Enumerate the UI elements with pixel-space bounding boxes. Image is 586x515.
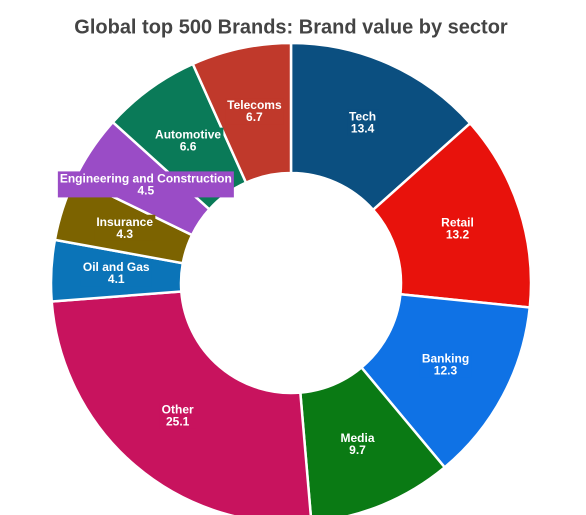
value-label: 25.1 [166,415,190,429]
category-label: Oil and Gas [83,260,150,274]
label-background [419,351,472,378]
label-background [347,109,379,136]
category-label: Banking [422,351,469,365]
category-label: Other [162,403,194,417]
label-background [439,215,476,242]
value-label: 9.7 [349,443,366,457]
category-label: Engineering and Construction [60,171,232,185]
value-label: 6.6 [180,140,197,154]
value-label: 4.1 [108,272,125,286]
value-label: 4.5 [138,183,155,197]
slice [289,41,472,212]
label-background [338,431,377,458]
label-background [94,214,156,241]
category-label: Insurance [96,215,153,229]
category-label: Telecoms [227,98,282,112]
value-label: 13.4 [351,121,375,135]
category-label: Tech [349,109,376,123]
chart-title: Global top 500 Brands: Brand value by se… [74,16,508,38]
value-label: 13.2 [446,227,470,241]
value-label: 12.3 [434,363,458,377]
slice [359,292,532,470]
label-background [80,260,152,287]
label-background [159,402,196,429]
category-label: Retail [441,215,474,229]
category-label: Media [341,431,375,445]
value-label: 6.7 [246,110,263,124]
value-label: 4.3 [116,227,133,241]
category-label: Automotive [155,128,221,142]
label-background [225,98,284,125]
label-background [57,171,234,198]
label-background [153,127,224,154]
